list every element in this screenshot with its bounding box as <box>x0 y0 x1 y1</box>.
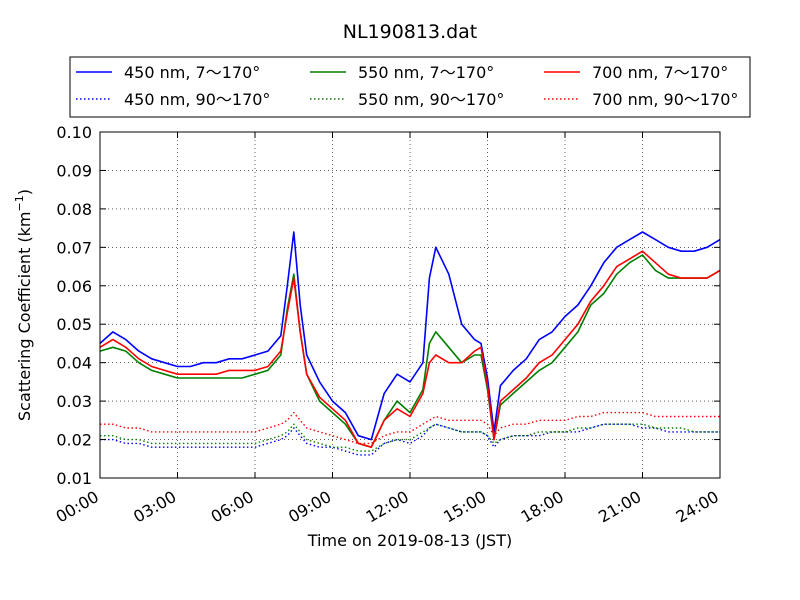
y-tick-label: 0.09 <box>56 161 92 180</box>
y-tick-label: 0.10 <box>56 123 92 142</box>
ticks <box>99 131 721 479</box>
series-line-1 <box>99 254 721 449</box>
y-axis-label-end: ) <box>15 189 34 195</box>
legend-frame <box>69 56 751 118</box>
x-tick-label: 18:00 <box>518 487 567 527</box>
tick-labels: 00:00 03:00 06:00 09:00 12:00 15:00 18:00 21:00… <box>53 123 722 527</box>
legend-label-1: 550 nm, 7～170° <box>358 63 494 82</box>
y-axis-label-sup: −1 <box>13 195 26 211</box>
grid <box>99 131 721 479</box>
x-tick-label: 12:00 <box>363 487 412 527</box>
y-tick-label: 0.04 <box>56 354 92 373</box>
chart-title: NL190813.dat <box>343 21 478 43</box>
x-tick-label: 06:00 <box>208 487 257 527</box>
x-tick-label: 15:00 <box>440 487 489 527</box>
legend: 450 nm, 7～170° 550 nm, 7～170° 700 nm, 7～17… <box>69 56 751 118</box>
legend-label-3: 450 nm, 90～170° <box>124 90 270 109</box>
y-axis-label-main: Scattering Coefficient (km <box>15 211 34 421</box>
legend-label-0: 450 nm, 7～170° <box>124 63 260 82</box>
x-tick-label: 00:00 <box>53 487 102 527</box>
series-layer <box>99 231 721 456</box>
y-tick-label: 0.03 <box>56 392 92 411</box>
y-tick-label: 0.07 <box>56 238 92 257</box>
x-tick-label: 24:00 <box>673 487 722 527</box>
series-line-0 <box>99 231 721 441</box>
y-tick-label: 0.01 <box>56 469 92 488</box>
y-tick-label: 0.08 <box>56 200 92 219</box>
x-axis-label: Time on 2019-08-13 (JST) <box>307 531 512 550</box>
series-line-3 <box>100 423 720 456</box>
legend-label-5: 700 nm, 90～170° <box>592 90 738 109</box>
y-tick-label: 0.06 <box>56 277 92 296</box>
y-axis-label: Scattering Coefficient (km−1) <box>13 189 34 421</box>
x-tick-label: 03:00 <box>130 487 179 527</box>
y-tick-label: 0.02 <box>56 431 92 450</box>
x-tick-label: 21:00 <box>595 487 644 527</box>
series-line-2 <box>99 250 721 449</box>
legend-label-4: 550 nm, 90～170° <box>358 90 504 109</box>
y-tick-label: 0.05 <box>56 315 92 334</box>
x-tick-label: 09:00 <box>285 487 334 527</box>
legend-label-2: 700 nm, 7～170° <box>592 63 728 82</box>
series-line-5 <box>100 411 720 445</box>
